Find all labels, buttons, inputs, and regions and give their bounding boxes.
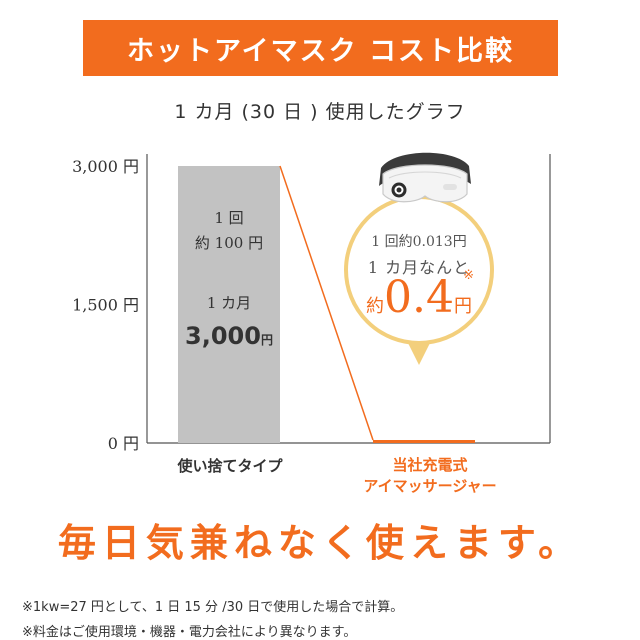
cost-drop-connector	[279, 165, 374, 441]
y-tick-label: 0 円	[108, 434, 139, 453]
bubble-price: 約0.4円 ※	[348, 268, 490, 323]
bubble-month: 1 カ月なんと	[367, 258, 471, 277]
bar-0	[178, 166, 280, 443]
category-label-disposable: 使い捨てタイプ	[150, 455, 310, 476]
bar1-amount-unit: 円	[260, 333, 273, 347]
y-tick-label: 3,000 円	[72, 157, 139, 176]
title-banner: ホットアイマスク コスト比較	[83, 20, 558, 76]
bar1-amount-value: 3,000	[185, 322, 261, 350]
bubble-price-value: 0.4	[384, 272, 454, 323]
bubble-price-prefix: 約	[366, 296, 384, 317]
bar1-label-month: 1 カ月	[206, 294, 252, 312]
footnote-disclaimer: ※料金はご使用環境・機器・電力会社により異なります。	[22, 625, 357, 640]
banner-title: ホットアイマスク コスト比較	[126, 35, 515, 67]
bubble-price-suffix: 円	[453, 296, 472, 317]
bar1-label-amount: 3,000円	[178, 322, 280, 350]
bubble-per-use: 1 回約0.013円	[371, 234, 467, 250]
bubble-note-mark: ※	[463, 268, 474, 283]
category-label-rechargeable: 当社充電式 アイマッサージャー	[330, 455, 530, 497]
category-label-line: アイマッサージャー	[363, 477, 497, 495]
y-tick-label: 1,500 円	[72, 296, 139, 315]
category-label-line: 使い捨てタイプ	[177, 457, 283, 475]
eye-massager-image	[379, 152, 471, 203]
bar1-label-per-use: 1 回	[214, 209, 244, 227]
category-label-line: 当社充電式	[392, 456, 468, 474]
bar-1	[373, 440, 475, 443]
slogan: 毎日気兼ねなく使えます。	[57, 521, 583, 565]
footnote-calculation: ※1kw=27 円として、1 日 15 分 /30 日で使用した場合で計算。	[22, 600, 404, 615]
bar1-label-per-use-cost: 約 100 円	[194, 234, 264, 252]
price-bubble: 1 回約0.013円 1 カ月なんと 約0.4円 ※	[344, 195, 494, 345]
chart-subtitle: 1 カ月 (30 日 ) 使用したグラフ	[174, 101, 466, 123]
